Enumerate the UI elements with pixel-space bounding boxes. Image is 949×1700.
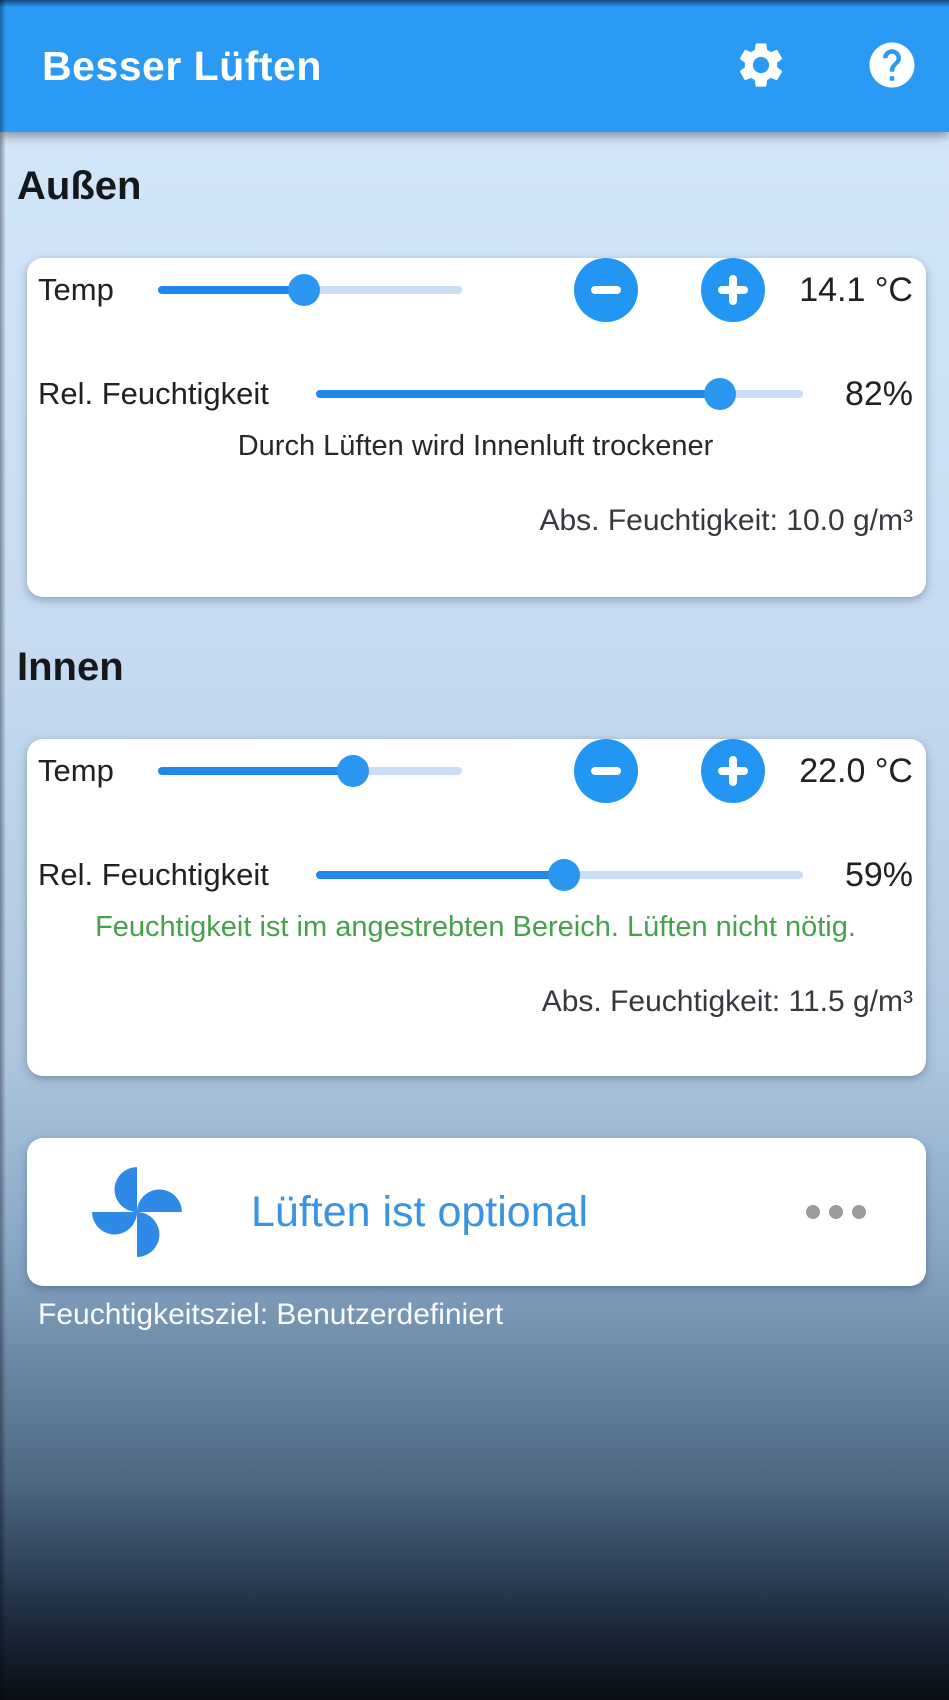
slider-thumb[interactable] (704, 378, 737, 410)
slider-track[interactable] (316, 859, 803, 891)
app-header: Besser Lüften (0, 0, 949, 132)
outside-humidity-label: Rel. Feuchtigkeit (38, 376, 269, 411)
slider-fill (158, 274, 320, 306)
inside-humidity-value: 59% (844, 855, 913, 894)
outside-temp-decrease-button[interactable] (574, 258, 638, 322)
slider-fill (158, 755, 369, 787)
settings-icon (734, 38, 788, 95)
ventilation-status-card: Lüften ist optional (27, 1138, 926, 1286)
outside-section-heading: Außen (17, 164, 142, 208)
screen-edge-shadow-top (0, 0, 949, 7)
outside-temp-row: Temp 14.1 °C (38, 258, 913, 322)
slider-track[interactable] (158, 755, 462, 787)
plus-icon (718, 275, 748, 305)
inside-humidity-label: Rel. Feuchtigkeit (38, 857, 269, 892)
inside-humidity-slider[interactable] (316, 859, 803, 891)
help-icon (865, 38, 919, 95)
plus-icon (718, 756, 748, 786)
outside-temp-slider[interactable] (158, 274, 462, 306)
outside-notice-text: Durch Lüften wird Innenluft trockener (237, 430, 714, 462)
slider-fill (316, 378, 737, 410)
slider-track[interactable] (158, 274, 462, 306)
slider-fill (316, 859, 581, 891)
slider-thumb[interactable] (287, 274, 320, 306)
inside-temp-decrease-button[interactable] (574, 739, 638, 803)
outside-temp-increase-button[interactable] (701, 258, 765, 322)
slider-thumb[interactable] (548, 859, 581, 891)
inside-temp-label: Temp (38, 753, 114, 788)
outside-panel: Temp 14.1 °C Rel. Feuchtigkeit 82% Du (27, 258, 926, 597)
outside-humidity-value: 82% (844, 374, 913, 413)
humidity-target-label: Feuchtigkeitsziel: Benutzerdefiniert (38, 1298, 504, 1331)
inside-abs-humidity: Abs. Feuchtigkeit: 11.5 g/m³ (541, 985, 913, 1018)
minus-icon (591, 767, 621, 775)
inside-temp-row: Temp 22.0 °C (38, 739, 913, 803)
outside-abs-humidity: Abs. Feuchtigkeit: 10.0 g/m³ (539, 504, 913, 537)
slider-thumb[interactable] (336, 755, 369, 787)
settings-button[interactable] (732, 37, 790, 95)
more-options-icon (806, 1205, 820, 1219)
inside-temp-increase-button[interactable] (701, 739, 765, 803)
minus-icon (591, 286, 621, 294)
screen-edge-shadow-left (0, 0, 6, 1700)
inside-notice-text: Feuchtigkeit ist im angestrebten Bereich… (95, 911, 856, 943)
more-options-button[interactable] (800, 1199, 872, 1225)
inside-panel: Temp 22.0 °C Rel. Feuchtigkeit 59% Fe (27, 739, 926, 1076)
inside-temp-value: 22.0 °C (799, 751, 913, 790)
fan-icon (88, 1163, 186, 1261)
outside-humidity-row: Rel. Feuchtigkeit 82% (38, 375, 913, 413)
ventilation-status-text: Lüften ist optional (251, 1187, 589, 1236)
slider-track[interactable] (316, 378, 803, 410)
inside-section-heading: Innen (17, 645, 124, 689)
help-button[interactable] (863, 37, 921, 95)
outside-temp-label: Temp (38, 272, 114, 307)
outside-humidity-slider[interactable] (316, 378, 803, 410)
inside-temp-slider[interactable] (158, 755, 462, 787)
app-title: Besser Lüften (42, 42, 322, 89)
inside-humidity-row: Rel. Feuchtigkeit 59% (38, 856, 913, 894)
outside-temp-value: 14.1 °C (799, 270, 913, 309)
